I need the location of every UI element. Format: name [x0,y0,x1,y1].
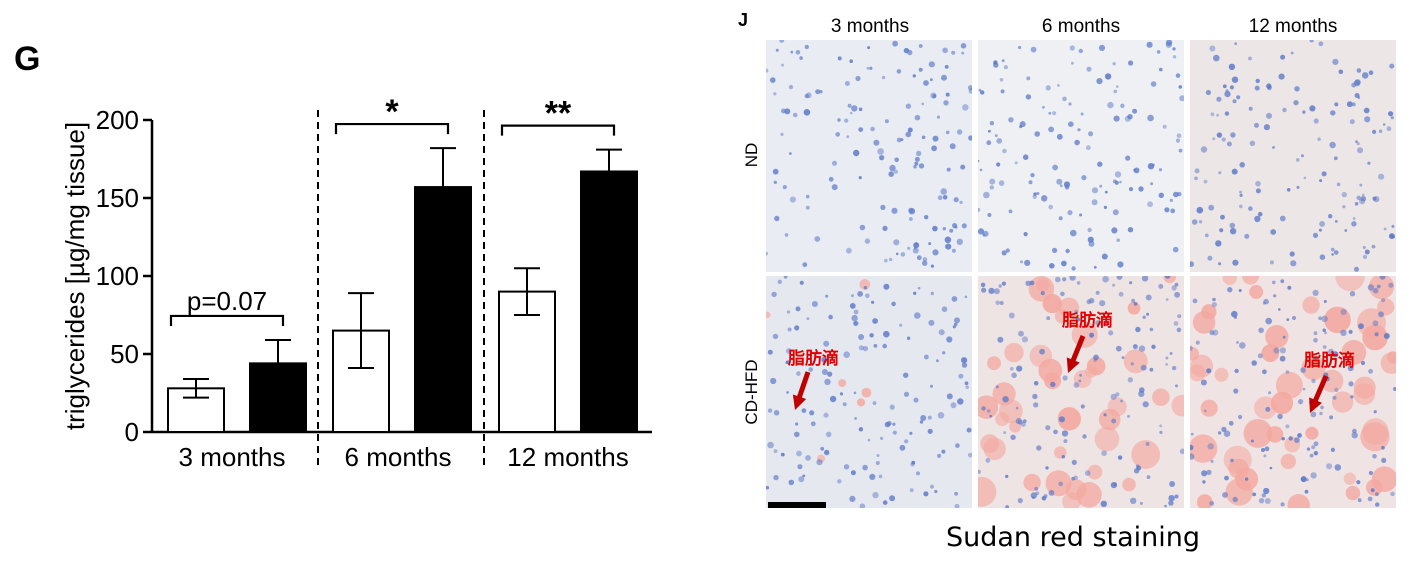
micrograph-nd-12-months [1190,40,1396,272]
significance-label: p=0.07 [187,286,267,316]
fat-droplet-label: 脂肪滴 [1062,311,1113,331]
panel-letter-g: G [14,40,41,78]
y-tick-label: 0 [125,417,139,447]
column-label-3-months: 3 months [830,16,910,37]
bar [580,170,638,433]
micrograph-texture [978,40,1184,272]
y-tick-label: 50 [110,339,139,369]
x-group-label: 6 months [345,442,452,472]
significance-bracket [334,122,450,135]
row-label-cd-hfd: CD-HFD [742,359,761,425]
x-group-label: 3 months [179,442,286,472]
micrograph-texture [766,40,972,272]
y-tick-label: 100 [96,261,139,291]
micrograph-texture [1190,40,1396,272]
significance-label: ** [545,95,572,133]
micrograph-cdhfd-12-months [1190,276,1396,508]
bar [249,362,307,433]
micrograph-cdhfd-6-months [978,276,1184,508]
micrograph-nd-6-months [978,40,1184,272]
micrograph-nd-3-months [766,40,972,272]
row-label-nd: ND [742,142,761,168]
significance-label: * [385,93,399,131]
panel-letter-j: J [738,10,749,30]
scale-bar [768,502,826,508]
figure-caption: Sudan red staining [946,522,1201,553]
x-group-label: 12 months [507,442,628,472]
y-tick-label: 200 [96,105,139,135]
column-label-6-months: 6 months [1041,16,1121,37]
column-label-12-months: 12 months [1248,16,1338,37]
micrograph-texture [1190,276,1396,508]
fat-droplet-label: 脂肪滴 [788,349,839,369]
y-tick-label: 150 [96,183,139,213]
micrograph-cdhfd-3-months [766,276,972,508]
micrograph-texture [766,276,972,508]
bar [414,186,472,433]
fat-droplet-label: 脂肪滴 [1304,351,1355,371]
y-axis-label: triglycerides [µg/mg tissue] [60,122,90,430]
significance-bracket [169,314,285,326]
significance-bracket [500,124,616,136]
micrograph-texture [978,276,1184,508]
